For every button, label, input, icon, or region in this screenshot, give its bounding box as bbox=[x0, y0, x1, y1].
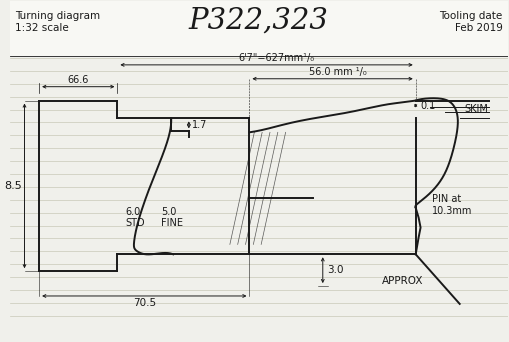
Text: Tooling date
Feb 2019: Tooling date Feb 2019 bbox=[439, 11, 503, 33]
Text: P322,323: P322,323 bbox=[188, 6, 328, 34]
Text: 66.6: 66.6 bbox=[68, 75, 89, 85]
Text: 3.0: 3.0 bbox=[327, 265, 343, 275]
Text: SKIM: SKIM bbox=[465, 104, 489, 114]
Text: Turning diagram
1:32 scale: Turning diagram 1:32 scale bbox=[15, 11, 100, 33]
Text: 70.5: 70.5 bbox=[133, 298, 156, 308]
Text: 1.7: 1.7 bbox=[192, 120, 207, 130]
Text: 5.0
FINE: 5.0 FINE bbox=[161, 207, 183, 228]
Text: 6.0
STD: 6.0 STD bbox=[125, 207, 145, 228]
Text: 0.1: 0.1 bbox=[420, 101, 436, 110]
Text: 56.0 mm ¹/₀: 56.0 mm ¹/₀ bbox=[308, 67, 366, 77]
Text: PIN at
10.3mm: PIN at 10.3mm bbox=[432, 194, 473, 215]
Bar bbox=[10, 1, 507, 56]
Text: 8.5: 8.5 bbox=[4, 181, 21, 191]
Text: 6'7"=627mm¹/₀: 6'7"=627mm¹/₀ bbox=[238, 53, 315, 63]
Text: APPROX: APPROX bbox=[381, 276, 423, 286]
